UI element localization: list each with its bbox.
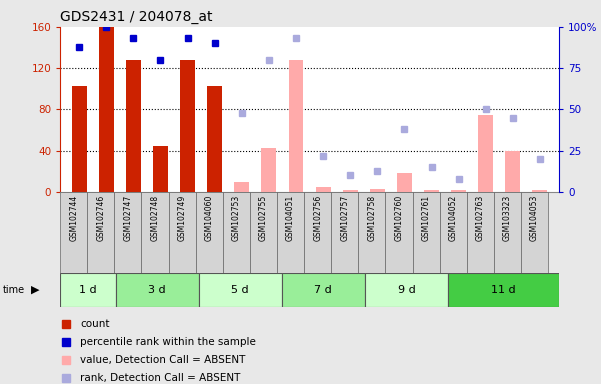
Bar [234,182,249,192]
Text: ▶: ▶ [31,285,40,295]
Text: 1 d: 1 d [79,285,97,295]
Bar [397,174,412,192]
Bar [370,189,385,192]
Text: GSM102746: GSM102746 [96,194,105,241]
Text: GSM102755: GSM102755 [259,194,268,241]
Bar [72,86,87,192]
Text: 5 d: 5 d [231,285,249,295]
Bar [196,192,223,273]
Bar [494,192,521,273]
Bar [99,27,114,192]
Text: count: count [80,319,109,329]
Text: GSM102749: GSM102749 [178,194,186,241]
Text: percentile rank within the sample: percentile rank within the sample [80,338,256,348]
Bar [478,114,493,192]
Text: time: time [3,285,25,295]
Bar [451,190,466,192]
Bar [199,273,282,307]
Bar [440,192,467,273]
Bar [343,190,358,192]
Text: GSM104051: GSM104051 [286,194,295,241]
Bar [207,86,222,192]
Text: GSM102761: GSM102761 [421,194,430,240]
Bar [304,192,331,273]
Bar [424,190,439,192]
Text: GSM102748: GSM102748 [150,194,159,240]
Text: GSM102763: GSM102763 [476,194,485,241]
Bar [448,273,559,307]
Bar [412,192,440,273]
Text: 11 d: 11 d [491,285,516,295]
Bar [316,187,331,192]
Text: GSM102757: GSM102757 [340,194,349,241]
Bar [114,192,141,273]
Bar [180,60,195,192]
Bar [153,146,168,192]
Text: value, Detection Call = ABSENT: value, Detection Call = ABSENT [80,355,245,365]
Bar [60,192,87,273]
Text: GSM104052: GSM104052 [449,194,458,241]
Bar [223,192,250,273]
Text: GSM102753: GSM102753 [232,194,241,241]
Bar [250,192,277,273]
Bar [87,192,114,273]
Text: 3 d: 3 d [148,285,166,295]
Bar [115,273,199,307]
Bar [505,151,520,192]
Text: GSM102756: GSM102756 [313,194,322,241]
Text: 7 d: 7 d [314,285,332,295]
Text: rank, Detection Call = ABSENT: rank, Detection Call = ABSENT [80,373,240,383]
Text: 9 d: 9 d [398,285,415,295]
Bar [282,273,365,307]
Bar [331,192,358,273]
Text: GSM102758: GSM102758 [367,194,376,240]
Bar [521,192,548,273]
Bar [168,192,196,273]
Bar [261,147,276,192]
Text: GSM102744: GSM102744 [69,194,78,241]
Bar [60,273,115,307]
Bar [467,192,494,273]
Bar [532,190,548,192]
Bar [288,60,304,192]
Bar [141,192,168,273]
Bar [126,60,141,192]
Text: GSM104060: GSM104060 [205,194,214,241]
Text: GSM102760: GSM102760 [394,194,403,241]
Bar [365,273,448,307]
Bar [358,192,385,273]
Bar [277,192,304,273]
Text: GSM102747: GSM102747 [123,194,132,241]
Text: GSM104053: GSM104053 [530,194,539,241]
Text: GSM103323: GSM103323 [503,194,512,241]
Text: GDS2431 / 204078_at: GDS2431 / 204078_at [60,10,213,25]
Bar [385,192,412,273]
